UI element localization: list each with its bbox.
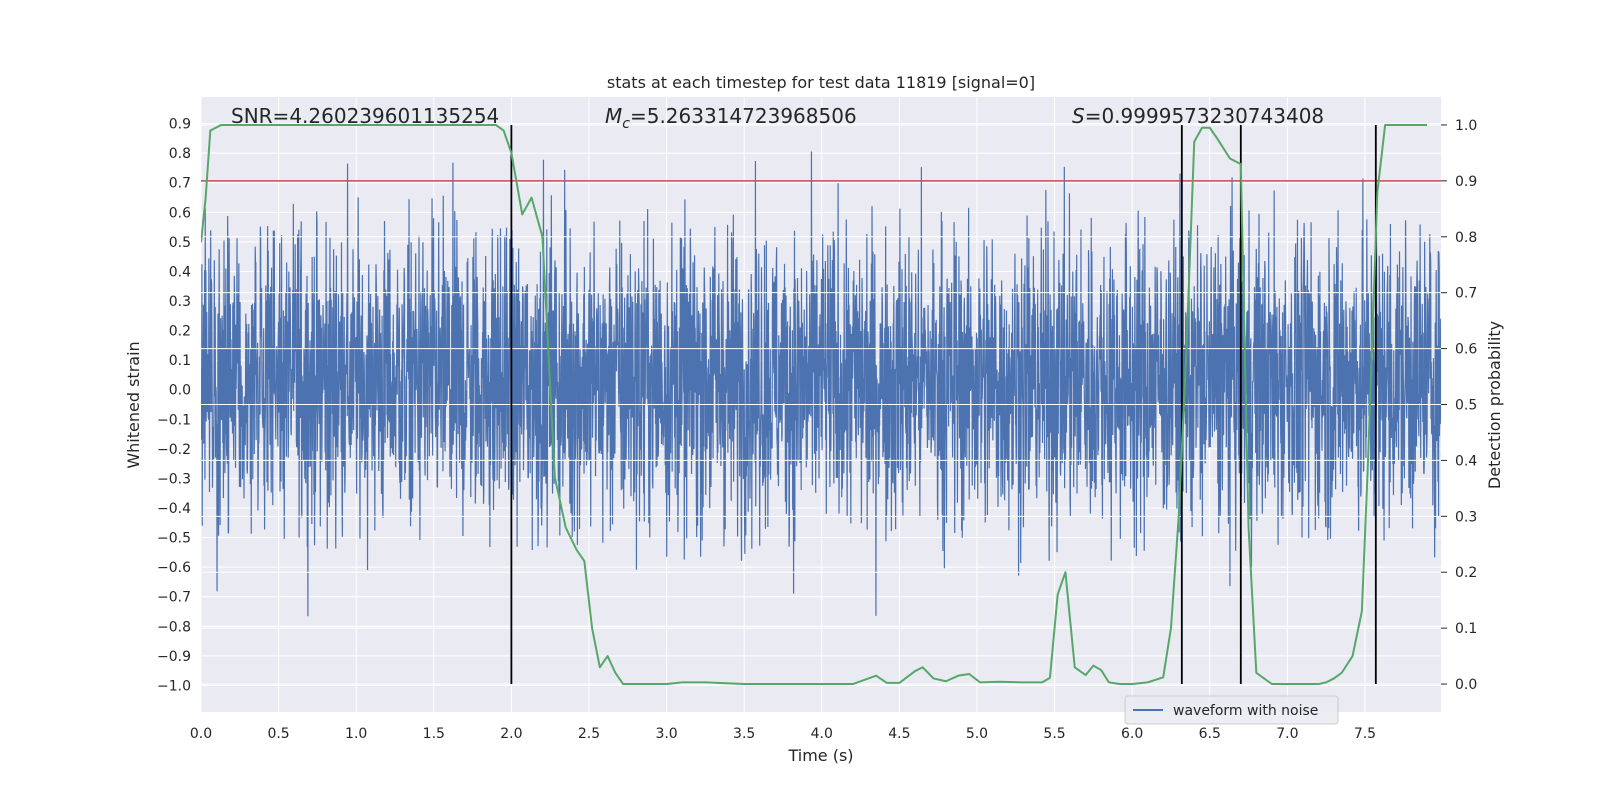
y-tick-label: −0.7 bbox=[157, 590, 191, 606]
y-tick-label: −0.2 bbox=[157, 442, 191, 458]
legend: waveform with noise bbox=[1124, 695, 1339, 725]
y-tick-label: −0.1 bbox=[157, 412, 191, 428]
y2-tick-label: 0.0 bbox=[1455, 677, 1477, 693]
mc-symbol: M bbox=[605, 104, 622, 128]
y2-axis-label: Detection probability bbox=[1485, 321, 1504, 489]
chart-title: stats at each timestep for test data 118… bbox=[607, 73, 1035, 92]
y-axis-label: Whitened strain bbox=[124, 341, 143, 468]
y-tick-label: −0.9 bbox=[157, 649, 191, 665]
x-tick-label: 7.5 bbox=[1354, 726, 1376, 742]
y2-tick-label: 0.6 bbox=[1455, 342, 1477, 358]
x-tick-label: 4.5 bbox=[888, 726, 910, 742]
x-axis-label: Time (s) bbox=[787, 746, 853, 765]
x-tick-label: 5.5 bbox=[1043, 726, 1065, 742]
snr-value: 4.260239601135254 bbox=[289, 104, 499, 128]
y-tick-label: 0.3 bbox=[169, 294, 191, 310]
mc-subscript: c bbox=[622, 116, 630, 132]
y2-tick-label: 0.8 bbox=[1455, 230, 1477, 246]
x-tick-label: 0.5 bbox=[267, 726, 289, 742]
x-tick-label: 2.0 bbox=[500, 726, 522, 742]
legend-label: waveform with noise bbox=[1173, 703, 1318, 719]
y-tick-label: 0.0 bbox=[169, 383, 191, 399]
y2-tick-label: 0.1 bbox=[1455, 621, 1477, 637]
vertical-markers bbox=[510, 124, 1377, 685]
probability-line bbox=[201, 123, 1428, 686]
waveform-series bbox=[201, 151, 1441, 617]
x-tick-label: 0.0 bbox=[190, 726, 212, 742]
y2-tick-label: 0.7 bbox=[1455, 286, 1477, 302]
y-tick-label: −0.8 bbox=[157, 619, 191, 635]
y-tick-label: 0.2 bbox=[169, 324, 191, 340]
s-symbol: S bbox=[1072, 104, 1085, 128]
x-tick-label: 3.5 bbox=[733, 726, 755, 742]
y-tick-label: −0.4 bbox=[157, 501, 191, 517]
y2-tick-label: 0.5 bbox=[1455, 398, 1477, 414]
waveform-line bbox=[201, 151, 1441, 617]
y-tick-label: 0.4 bbox=[169, 264, 191, 280]
y-tick-label: −0.6 bbox=[157, 560, 191, 576]
mc-value: =5.263314723968506 bbox=[630, 104, 857, 128]
probability-series bbox=[201, 123, 1428, 686]
snr-annotation: SNR=4.260239601135254 bbox=[231, 104, 499, 128]
s-value: =0.9999573230743408 bbox=[1085, 104, 1324, 128]
score-annotation: S=0.9999573230743408 bbox=[1072, 104, 1324, 128]
y-tick-label: 0.6 bbox=[169, 205, 191, 221]
y-tick-label: −0.5 bbox=[157, 531, 191, 547]
y-axis-ticks: 0.9 0.8 0.7 0.6 0.5 0.4 0.3 0.2 0.1 0.0 −0.1 −0.2 −0… bbox=[157, 117, 191, 695]
x-tick-label: 1.0 bbox=[345, 726, 367, 742]
y-tick-label: 0.5 bbox=[169, 235, 191, 251]
y-tick-label: −0.3 bbox=[157, 471, 191, 487]
x-axis-ticks: 0.0 0.5 1.0 1.5 2.0 2.5 3.0 3.5 4.0 4.5 5.0 5.5 6.0 6… bbox=[190, 726, 1376, 742]
y-tick-label: 0.8 bbox=[169, 146, 191, 162]
x-tick-label: 6.5 bbox=[1199, 726, 1221, 742]
y2-tick-label: 0.9 bbox=[1455, 174, 1477, 190]
y2-tick-label: 0.3 bbox=[1455, 509, 1477, 525]
chirp-mass-annotation: Mc=5.263314723968506 bbox=[605, 104, 857, 132]
y-tick-label: 0.9 bbox=[169, 117, 191, 133]
snr-prefix: SNR= bbox=[231, 104, 289, 128]
x-tick-label: 3.0 bbox=[655, 726, 677, 742]
y2-tick-label: 1.0 bbox=[1455, 118, 1477, 134]
y-tick-label: 0.7 bbox=[169, 176, 191, 192]
y-tick-label: 0.1 bbox=[169, 353, 191, 369]
x-tick-label: 2.5 bbox=[578, 726, 600, 742]
x-tick-label: 7.0 bbox=[1276, 726, 1298, 742]
x-tick-label: 4.0 bbox=[811, 726, 833, 742]
x-tick-label: 6.0 bbox=[1121, 726, 1143, 742]
plot-area bbox=[201, 123, 1441, 686]
y-tick-label: −1.0 bbox=[157, 678, 191, 694]
legend-box bbox=[1124, 695, 1339, 725]
x-tick-label: 1.5 bbox=[423, 726, 445, 742]
x-tick-label: 5.0 bbox=[966, 726, 988, 742]
y2-tick-label: 0.2 bbox=[1455, 565, 1477, 581]
y2-axis-ticks: 1.0 0.9 0.8 0.7 0.6 0.5 0.4 0.3 0.2 0.1 0.0 bbox=[1441, 118, 1477, 693]
y2-tick-label: 0.4 bbox=[1455, 453, 1477, 469]
